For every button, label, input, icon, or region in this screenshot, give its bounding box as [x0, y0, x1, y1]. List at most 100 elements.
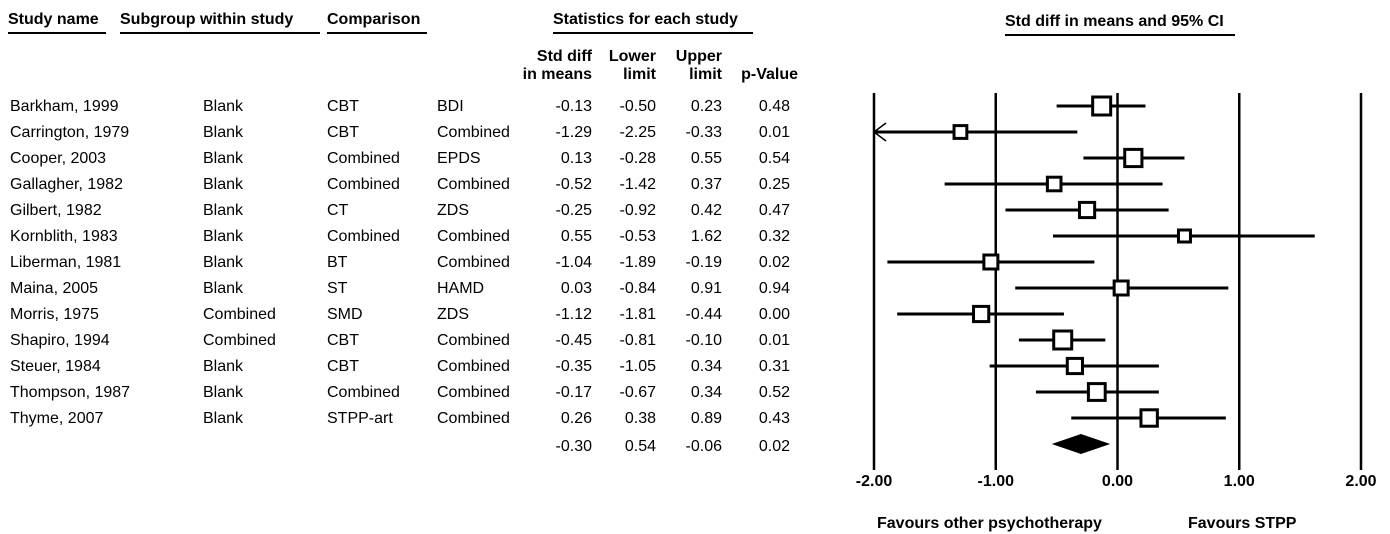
- cell-upper: 0.89: [690, 410, 722, 427]
- header-study-name: Study name: [8, 11, 99, 28]
- cell-study: Morris, 1975: [10, 306, 99, 323]
- cell-subgroup: Blank: [203, 176, 244, 193]
- cell-outcome: Combined: [437, 176, 510, 193]
- cell-subgroup: Blank: [203, 254, 244, 271]
- summary-lower: 0.54: [624, 438, 656, 455]
- cell-upper: 0.23: [690, 98, 722, 115]
- cell-p: 0.54: [758, 150, 790, 167]
- cell-study: Kornblith, 1983: [10, 228, 118, 245]
- cell-lower: -0.53: [619, 228, 656, 245]
- effect-box: [952, 124, 969, 140]
- cell-p: 0.43: [758, 410, 790, 427]
- header-std-diff-1: Std diff: [536, 48, 592, 65]
- summary-p-value: 0.02: [758, 438, 790, 455]
- cell-outcome: Combined: [437, 332, 510, 349]
- cell-p: 0.48: [758, 98, 790, 115]
- cell-std-diff: -1.04: [555, 254, 592, 271]
- cell-comparison: Combined: [327, 150, 400, 167]
- cell-comparison: CBT: [327, 124, 359, 141]
- cell-upper: 0.34: [690, 384, 722, 401]
- cell-study: Shapiro, 1994: [10, 332, 110, 349]
- cell-std-diff: -0.52: [555, 176, 592, 193]
- cell-outcome: BDI: [437, 98, 464, 115]
- cell-lower: -0.92: [619, 202, 656, 219]
- cell-comparison: CBT: [327, 358, 359, 375]
- header-comparison: Comparison: [327, 11, 421, 28]
- cell-comparison: CBT: [327, 332, 359, 349]
- header-underline: [120, 32, 320, 34]
- header-forest-title: Std diff in means and 95% CI: [1005, 13, 1224, 30]
- header-statistics: Statistics for each study: [553, 11, 738, 28]
- effect-box: [1123, 147, 1144, 169]
- cell-std-diff: -0.13: [555, 98, 592, 115]
- x-tick-label: -2.00: [855, 473, 893, 490]
- cell-comparison: Combined: [327, 384, 400, 401]
- cell-comparison: CBT: [327, 98, 359, 115]
- cell-subgroup: Combined: [203, 306, 276, 323]
- cell-study: Steuer, 1984: [10, 358, 101, 375]
- x-tick-label: -1.00: [977, 473, 1014, 490]
- cell-upper: -0.19: [685, 254, 722, 271]
- cell-p: 0.02: [758, 254, 790, 271]
- cell-lower: -0.50: [619, 98, 656, 115]
- header-lower-2: limit: [623, 66, 656, 83]
- cell-subgroup: Blank: [203, 150, 244, 167]
- cell-p: 0.31: [758, 358, 790, 375]
- header-subgroup: Subgroup within study: [120, 11, 294, 28]
- header-std-diff-2: in means: [522, 66, 592, 83]
- cell-subgroup: Blank: [203, 124, 244, 141]
- cell-lower: -1.42: [619, 176, 656, 193]
- cell-p: 0.00: [758, 306, 790, 323]
- header-underline: [327, 32, 427, 34]
- cell-outcome: ZDS: [437, 202, 469, 219]
- cell-outcome: Combined: [437, 254, 510, 271]
- cell-p: 0.32: [758, 228, 790, 245]
- cell-outcome: ZDS: [437, 306, 469, 323]
- cell-std-diff: 0.55: [560, 228, 592, 245]
- cell-lower: -1.81: [619, 306, 656, 323]
- cell-upper: 0.34: [690, 358, 722, 375]
- cell-subgroup: Blank: [203, 384, 244, 401]
- header-underline: [8, 32, 106, 34]
- cell-lower: -0.28: [619, 150, 656, 167]
- effect-box: [1077, 200, 1097, 220]
- header-upper-2: limit: [689, 66, 722, 83]
- cell-outcome: Combined: [437, 124, 510, 141]
- cell-lower: -2.25: [619, 124, 656, 141]
- cell-comparison: Combined: [327, 176, 400, 193]
- cell-lower: -0.81: [619, 332, 656, 349]
- cell-study: Thompson, 1987: [10, 384, 131, 401]
- cell-outcome: HAMD: [437, 280, 485, 297]
- summary-upper: -0.06: [685, 438, 722, 455]
- cell-p: 0.25: [758, 176, 790, 193]
- cell-study: Gallagher, 1982: [10, 176, 123, 193]
- cell-comparison: ST: [327, 280, 348, 297]
- cell-lower: -0.67: [619, 384, 656, 401]
- cell-std-diff: -0.17: [555, 384, 592, 401]
- cell-subgroup: Blank: [203, 202, 244, 219]
- cell-outcome: Combined: [437, 384, 510, 401]
- cell-upper: -0.33: [685, 124, 722, 141]
- cell-upper: 0.91: [690, 280, 722, 297]
- cell-outcome: Combined: [437, 358, 510, 375]
- cell-outcome: EPDS: [437, 150, 481, 167]
- summary-diamond: [1051, 434, 1111, 454]
- header-p-value: p-Value: [741, 66, 798, 83]
- cell-lower: 0.38: [624, 410, 656, 427]
- cell-lower: -0.84: [619, 280, 656, 297]
- cell-outcome: Combined: [437, 228, 510, 245]
- cell-std-diff: 0.26: [560, 410, 592, 427]
- cell-subgroup: Combined: [203, 332, 276, 349]
- cell-std-diff: -0.25: [555, 202, 592, 219]
- header-lower-1: Lower: [608, 48, 656, 65]
- arrow-left: [872, 122, 887, 142]
- cell-subgroup: Blank: [203, 98, 244, 115]
- cell-p: 0.94: [758, 280, 790, 297]
- cell-subgroup: Blank: [203, 228, 244, 245]
- cell-std-diff: -1.29: [555, 124, 592, 141]
- cell-upper: 0.37: [690, 176, 722, 193]
- cell-p: 0.47: [758, 202, 790, 219]
- cell-subgroup: Blank: [203, 410, 244, 427]
- x-tick-label: 2.00: [1345, 473, 1377, 490]
